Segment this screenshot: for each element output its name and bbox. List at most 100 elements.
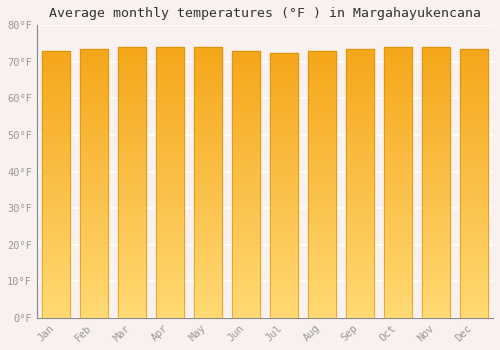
Bar	[308, 195, 336, 201]
Bar	[460, 135, 487, 140]
Bar	[156, 253, 184, 258]
Bar	[460, 76, 487, 81]
Bar	[384, 220, 411, 226]
Bar	[422, 106, 450, 112]
Bar	[156, 69, 184, 74]
Bar	[308, 227, 336, 232]
Bar	[194, 85, 222, 91]
Bar	[346, 307, 374, 313]
Bar	[42, 248, 70, 254]
Bar	[194, 226, 222, 231]
Bar	[42, 232, 70, 238]
Bar	[346, 205, 374, 210]
Bar	[156, 106, 184, 112]
Bar	[80, 280, 108, 286]
Bar	[42, 115, 70, 120]
Bar	[232, 147, 260, 152]
Bar	[156, 79, 184, 85]
Bar	[118, 204, 146, 210]
Bar	[80, 199, 108, 205]
Bar	[194, 291, 222, 296]
Bar	[384, 102, 411, 107]
Bar	[270, 69, 297, 74]
Bar	[80, 49, 108, 318]
Title: Average monthly temperatures (°F ) in Margahayukencana: Average monthly temperatures (°F ) in Ma…	[49, 7, 481, 20]
Bar	[80, 264, 108, 270]
Bar	[80, 237, 108, 243]
Bar	[270, 116, 297, 122]
Bar	[194, 253, 222, 258]
Bar	[422, 247, 450, 253]
Bar	[270, 143, 297, 148]
Bar	[422, 302, 450, 307]
Bar	[194, 313, 222, 318]
Bar	[308, 216, 336, 222]
Bar	[118, 161, 146, 166]
Bar	[232, 216, 260, 222]
Bar	[384, 47, 411, 318]
Bar	[384, 307, 411, 313]
Bar	[270, 302, 297, 307]
Bar	[232, 78, 260, 83]
Bar	[232, 270, 260, 275]
Bar	[194, 247, 222, 253]
Bar	[194, 302, 222, 307]
Bar	[270, 148, 297, 153]
Bar	[80, 151, 108, 156]
Bar	[422, 231, 450, 237]
Bar	[118, 226, 146, 231]
Bar	[194, 220, 222, 226]
Bar	[42, 99, 70, 104]
Bar	[460, 210, 487, 216]
Bar	[118, 155, 146, 161]
Bar	[308, 206, 336, 211]
Bar	[232, 286, 260, 291]
Bar	[194, 307, 222, 313]
Bar	[346, 221, 374, 226]
Bar	[232, 179, 260, 184]
Bar	[194, 69, 222, 74]
Bar	[156, 247, 184, 253]
Bar	[232, 265, 260, 270]
Bar	[346, 92, 374, 97]
Bar	[232, 110, 260, 115]
Bar	[346, 178, 374, 183]
Bar	[346, 173, 374, 178]
Bar	[194, 193, 222, 199]
Bar	[308, 131, 336, 136]
Bar	[422, 285, 450, 291]
Bar	[460, 87, 487, 92]
Bar	[80, 156, 108, 162]
Bar	[270, 228, 297, 233]
Bar	[422, 215, 450, 220]
Bar	[308, 174, 336, 179]
Bar	[422, 291, 450, 296]
Bar	[156, 198, 184, 204]
Bar	[460, 140, 487, 146]
Bar	[42, 307, 70, 313]
Bar	[232, 238, 260, 243]
Bar	[346, 194, 374, 200]
Bar	[384, 91, 411, 96]
Bar	[232, 313, 260, 318]
Bar	[42, 131, 70, 136]
Bar	[194, 102, 222, 107]
Bar	[80, 71, 108, 76]
Bar	[80, 65, 108, 71]
Bar	[42, 126, 70, 131]
Bar	[42, 259, 70, 265]
Bar	[270, 291, 297, 297]
Bar	[270, 74, 297, 79]
Bar	[308, 291, 336, 296]
Bar	[42, 78, 70, 83]
Bar	[42, 195, 70, 201]
Bar	[118, 177, 146, 183]
Bar	[194, 204, 222, 210]
Bar	[232, 51, 260, 318]
Bar	[156, 193, 184, 198]
Bar	[156, 231, 184, 237]
Bar	[422, 47, 450, 52]
Bar	[384, 107, 411, 112]
Bar	[422, 296, 450, 302]
Bar	[422, 274, 450, 280]
